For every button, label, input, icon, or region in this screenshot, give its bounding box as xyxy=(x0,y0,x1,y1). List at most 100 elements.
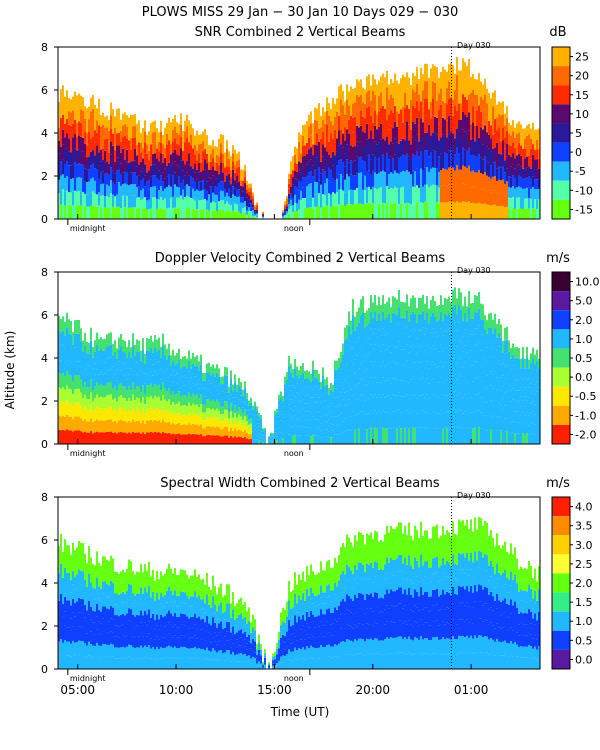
heatmap-cell xyxy=(456,314,458,331)
heatmap-cell xyxy=(80,136,82,151)
heatmap-cell xyxy=(384,171,386,188)
heatmap-cell xyxy=(240,196,242,203)
heatmap-cell xyxy=(186,637,188,649)
heatmap-cell xyxy=(112,158,114,171)
heatmap-cell xyxy=(474,394,476,411)
heatmap-cell xyxy=(272,436,274,438)
heatmap-cell xyxy=(292,410,294,420)
heatmap-cell xyxy=(152,143,154,155)
heatmap-cell xyxy=(182,580,184,592)
heatmap-cell xyxy=(112,388,114,400)
heatmap-cell xyxy=(126,126,128,139)
heatmap-cell xyxy=(184,581,186,593)
heatmap-cell xyxy=(106,138,108,151)
heatmap-cell xyxy=(488,357,490,372)
heatmap-cell xyxy=(136,647,138,659)
heatmap-cell xyxy=(472,122,474,139)
heatmap-cell xyxy=(184,570,186,582)
heatmap-cell xyxy=(88,387,90,400)
heatmap-cell xyxy=(416,117,418,135)
heatmap-cell xyxy=(190,187,192,198)
heatmap-cell xyxy=(512,365,514,378)
heatmap-cell xyxy=(214,427,216,436)
heatmap-cell xyxy=(162,135,164,145)
heatmap-cell xyxy=(276,408,278,413)
heatmap-cell xyxy=(130,400,132,412)
heatmap-cell xyxy=(100,207,102,219)
heatmap-cell xyxy=(250,203,252,208)
heatmap-cell xyxy=(456,93,458,112)
heatmap-cell xyxy=(194,646,196,658)
heatmap-cell xyxy=(304,411,306,420)
heatmap-cell xyxy=(106,559,108,572)
heatmap-cell xyxy=(140,209,142,219)
heatmap-cell xyxy=(238,392,240,400)
heatmap-cell xyxy=(360,395,362,412)
heatmap-cell xyxy=(100,600,102,612)
heatmap-cell xyxy=(306,164,308,176)
heatmap-2 xyxy=(58,516,540,670)
heatmap-cell xyxy=(332,437,334,444)
heatmap-cell xyxy=(84,630,86,644)
heatmap-cell xyxy=(350,361,352,376)
heatmap-cell xyxy=(90,340,92,354)
heatmap-cell xyxy=(282,401,284,407)
heatmap-cell xyxy=(68,124,70,139)
heatmap-cell xyxy=(118,584,120,595)
heatmap-cell xyxy=(438,156,440,172)
heatmap-cell xyxy=(114,150,116,162)
heatmap-cell xyxy=(312,397,314,407)
heatmap-cell xyxy=(308,403,310,412)
heatmap-cell xyxy=(518,132,520,144)
heatmap-cell xyxy=(448,427,450,444)
heatmap-cell xyxy=(222,200,224,210)
heatmap-cell xyxy=(472,397,474,413)
heatmap-cell xyxy=(244,195,246,202)
heatmap-cell xyxy=(424,81,426,99)
heatmap-cell xyxy=(428,171,430,188)
heatmap-cell xyxy=(328,412,330,420)
heatmap-cell xyxy=(432,328,434,346)
heatmap-cell xyxy=(460,86,462,104)
heatmap-cell xyxy=(396,347,398,364)
heatmap-cell xyxy=(416,168,418,186)
heatmap-cell xyxy=(192,575,194,586)
heatmap-cell xyxy=(310,373,312,382)
heatmap-cell xyxy=(158,190,160,200)
heatmap-cell xyxy=(168,432,170,444)
heatmap-cell xyxy=(240,395,242,403)
heatmap-cell xyxy=(320,388,322,396)
heatmap-cell xyxy=(90,151,92,166)
heatmap-cell xyxy=(480,303,482,320)
colorbar-segment xyxy=(552,104,570,124)
heatmap-cell xyxy=(352,298,354,315)
heatmap-cell xyxy=(270,432,272,434)
heatmap-cell xyxy=(326,110,328,125)
heatmap-cell xyxy=(488,134,490,149)
heatmap-cell xyxy=(196,130,198,141)
heatmap-cell xyxy=(428,124,430,141)
heatmap-cell xyxy=(504,405,506,419)
heatmap-cell xyxy=(112,410,114,422)
heatmap-cell xyxy=(208,202,210,211)
heatmap-cell xyxy=(126,579,128,592)
heatmap-cell xyxy=(308,172,310,185)
heatmap-cell xyxy=(202,372,204,381)
heatmap-cell xyxy=(398,426,400,444)
heatmap-cell xyxy=(108,573,110,586)
heatmap-cell xyxy=(524,128,526,139)
heatmap-cell xyxy=(154,600,156,611)
heatmap-cell xyxy=(58,140,60,154)
heatmap-cell xyxy=(150,123,152,134)
heatmap-cell xyxy=(326,392,328,400)
heatmap-cell xyxy=(292,427,294,436)
heatmap-cell xyxy=(478,359,480,377)
heatmap-cell xyxy=(482,129,484,145)
heatmap-cell xyxy=(144,622,146,635)
heatmap-cell xyxy=(328,437,330,444)
heatmap-cell xyxy=(230,370,232,379)
heatmap-cell xyxy=(228,188,230,197)
heatmap-cell xyxy=(320,138,322,151)
heatmap-cell xyxy=(106,150,108,162)
heatmap-cell xyxy=(234,397,236,406)
